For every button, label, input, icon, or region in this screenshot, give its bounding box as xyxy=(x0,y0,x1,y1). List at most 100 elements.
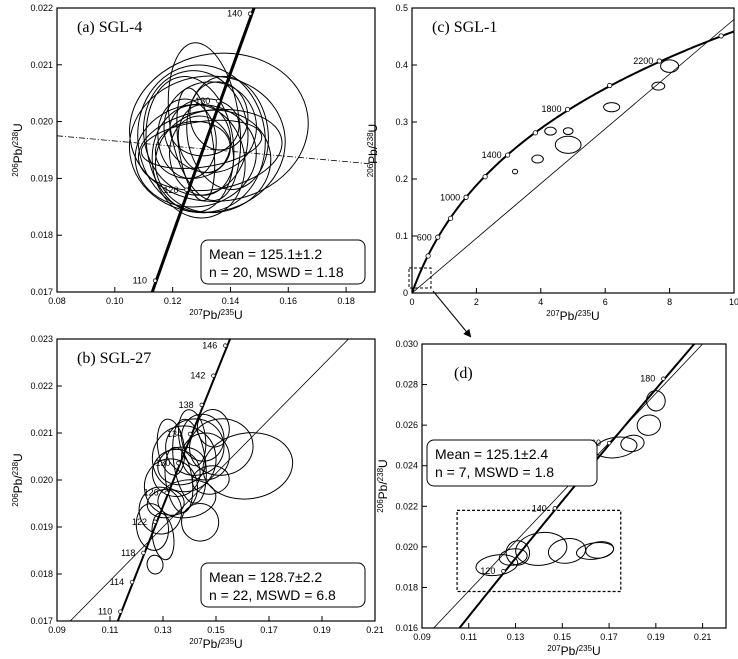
plot-area xyxy=(433,344,703,628)
data-ellipse xyxy=(620,434,645,453)
concordia-marker xyxy=(152,278,158,283)
annotation-box xyxy=(200,562,366,608)
concordia-age-label: 180 xyxy=(640,374,655,384)
concordia-curve xyxy=(458,344,696,628)
concordia-marker xyxy=(199,402,204,407)
data-ellipse xyxy=(129,52,309,202)
y-tick-label: 0.030 xyxy=(395,339,418,349)
annotation-line-1: Mean = 125.1±2.4 xyxy=(435,446,548,462)
y-tick-label: 0.020 xyxy=(395,542,418,552)
concordia-marker xyxy=(482,174,488,180)
concordia-marker xyxy=(501,569,506,574)
x-tick-label: 0.13 xyxy=(507,632,525,642)
x-tick-label: 0.14 xyxy=(222,296,240,306)
concordia-marker xyxy=(564,106,571,113)
concordia-age-label: 120 xyxy=(480,566,495,576)
x-tick-label: 0.21 xyxy=(694,632,712,642)
concordia-marker xyxy=(247,11,253,16)
concordia-marker xyxy=(141,550,146,555)
x-tick-label: 0.11 xyxy=(102,625,119,635)
x-tick-label: 10 xyxy=(729,297,738,307)
data-ellipse xyxy=(189,418,254,476)
annotation-box xyxy=(426,439,598,487)
y-tick-label: 0.024 xyxy=(395,461,418,471)
data-ellipse xyxy=(164,446,194,514)
data-ellipse xyxy=(176,87,216,202)
plot-frame xyxy=(411,7,735,294)
y-tick-label: 0.021 xyxy=(30,428,53,438)
data-ellipse xyxy=(181,432,230,481)
data-ellipse xyxy=(603,102,621,113)
concordia-marker xyxy=(176,460,181,466)
data-ellipse xyxy=(151,512,175,561)
data-ellipse xyxy=(137,64,266,213)
reference-line xyxy=(412,19,734,293)
concordia-age-label: 122 xyxy=(132,517,147,527)
data-ellipse xyxy=(475,554,519,577)
y-tick-label: 0.022 xyxy=(30,3,53,13)
concordia-marker xyxy=(463,194,469,200)
data-ellipse xyxy=(191,465,230,495)
y-tick-label: 0.028 xyxy=(395,380,418,390)
concordia-marker xyxy=(448,215,454,221)
x-tick-label: 0.18 xyxy=(337,296,355,306)
plot-frame xyxy=(56,338,376,622)
concordia-age-label: 126 xyxy=(144,488,159,498)
y-axis-label: 206Pb/238U xyxy=(376,459,391,512)
concordia-age-label: 130 xyxy=(155,458,170,468)
data-ellipse xyxy=(169,98,240,157)
concordia-marker xyxy=(552,506,557,511)
x-tick-label: 0.15 xyxy=(554,632,572,642)
concordia-age-label: 2200 xyxy=(633,56,653,66)
concordia-marker xyxy=(435,234,441,240)
concordia-marker xyxy=(661,376,666,381)
concordia-marker xyxy=(656,58,662,64)
concordia-marker xyxy=(532,130,538,136)
data-ellipse xyxy=(547,538,587,564)
concordia-age-label: 138 xyxy=(179,400,194,410)
y-tick-label: 0.020 xyxy=(30,117,53,127)
x-tick-label: 0.08 xyxy=(48,296,66,306)
data-ellipse xyxy=(128,75,286,214)
y-tick-label: 0.019 xyxy=(30,173,53,183)
annotation-line-1: Mean = 128.7±2.2 xyxy=(209,569,322,585)
x-axis-label: 207Pb/235U xyxy=(189,637,242,652)
annotation-line-2: n = 20, MSWD = 1.18 xyxy=(209,264,344,280)
concordia-marker xyxy=(223,343,228,348)
panel-c: 0 2 4 6 8 10 0 0.1 0.2 0.3 0.4 0.5 207Pb/235U 206Pb/2… xyxy=(366,3,738,323)
concordia-marker xyxy=(164,490,169,495)
x-tick-label: 4 xyxy=(538,297,543,307)
concordia-age-label: 130 xyxy=(195,96,210,106)
data-ellipse xyxy=(505,540,531,566)
annotation-line-2: n = 22, MSWD = 6.8 xyxy=(209,587,336,603)
y-tick-label: 0.4 xyxy=(395,60,408,70)
x-tick-label: 0.10 xyxy=(106,296,124,306)
y-tick-label: 0.017 xyxy=(30,287,53,297)
y-axis-label: 206Pb/238U xyxy=(11,123,26,176)
y-tick-label: 0.018 xyxy=(30,230,53,240)
data-ellipse xyxy=(151,425,217,493)
concordia-age-label: 140 xyxy=(532,503,547,513)
y-tick-label: 0.5 xyxy=(395,3,408,13)
y-tick-label: 0.023 xyxy=(30,334,53,344)
data-ellipse xyxy=(137,108,283,192)
panel-title: (b) SGL-27 xyxy=(77,350,151,367)
y-tick-label: 0.022 xyxy=(395,501,418,511)
data-ellipse xyxy=(585,541,615,559)
data-ellipse xyxy=(140,119,263,169)
x-tick-label: 0.17 xyxy=(260,625,278,635)
concordia-marker xyxy=(607,82,613,89)
plot-frame xyxy=(56,7,376,293)
x-tick-label: 8 xyxy=(667,297,672,307)
concordia-marker xyxy=(505,152,511,158)
x-tick-label: 0.17 xyxy=(600,632,618,642)
concordia-marker xyxy=(425,253,431,259)
concordia-age-label: 118 xyxy=(121,548,135,558)
y-tick-label: 0.019 xyxy=(30,522,53,532)
plot-area xyxy=(412,19,734,293)
